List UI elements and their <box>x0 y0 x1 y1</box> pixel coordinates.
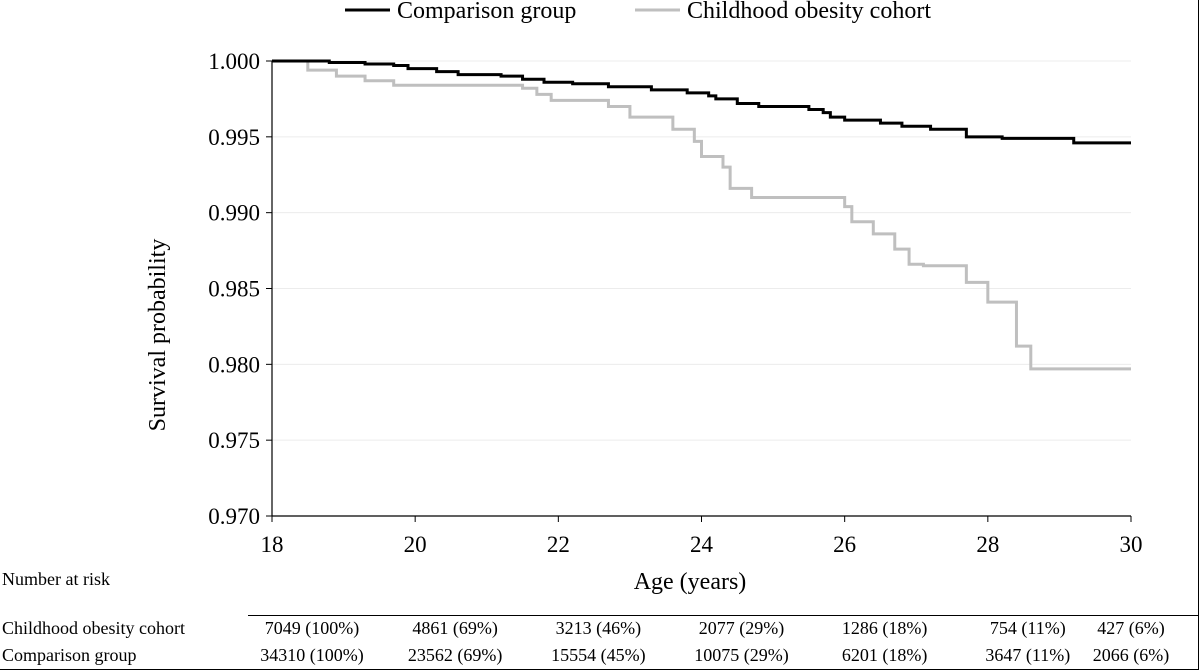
risk-cell: 23562 (69%) <box>407 645 503 665</box>
risk-cell: 427 (6%) <box>1097 618 1165 638</box>
risk-table-divider <box>248 615 1198 616</box>
axes: 0.970 0.975 0.980 0.985 0.990 0.995 1.000 18 20 2… <box>208 49 1142 557</box>
x-tick-label: 18 <box>261 532 284 557</box>
risk-cell: 34310 (100%) <box>260 645 364 665</box>
risk-row-label: Comparison group <box>2 645 137 665</box>
risk-row: Childhood obesity cohort 7049 (100%) 4861 … <box>0 618 1200 640</box>
x-tick-label: 20 <box>404 532 427 557</box>
risk-row-label: Childhood obesity cohort <box>2 618 185 638</box>
legend-label: Comparison group <box>397 0 576 24</box>
y-tick-label: 0.975 <box>208 428 260 453</box>
x-tick-label: 30 <box>1120 532 1143 557</box>
legend: Comparison group Childhood obesity cohort <box>345 0 931 24</box>
risk-row: Comparison group 34310 (100%) 23562 (69%) 1… <box>0 645 1200 667</box>
risk-cell: 3647 (11%) <box>985 645 1071 665</box>
y-tick-label: 1.000 <box>208 49 260 74</box>
risk-cell: 3213 (46%) <box>555 618 642 638</box>
x-tick-label: 22 <box>547 532 570 557</box>
y-tick-label: 0.985 <box>208 277 260 302</box>
y-tick-label: 0.980 <box>208 352 260 377</box>
risk-cell: 2066 (6%) <box>1092 645 1170 665</box>
y-tick-label: 0.990 <box>208 201 260 226</box>
risk-cell: 6201 (18%) <box>841 645 928 665</box>
legend-label: Childhood obesity cohort <box>687 0 931 24</box>
risk-cell: 7049 (100%) <box>264 618 360 638</box>
risk-cell: 754 (11%) <box>989 618 1066 638</box>
x-tick-label: 26 <box>833 532 856 557</box>
grid-lines <box>272 60 1131 441</box>
risk-table-title: Number at risk <box>2 569 110 589</box>
risk-cell: 10075 (29%) <box>694 645 789 665</box>
y-axis-label: Survival probability <box>145 239 171 432</box>
risk-cell: 2077 (29%) <box>698 618 785 638</box>
risk-cell: 15554 (45%) <box>551 645 646 665</box>
series-lines <box>272 59 1131 371</box>
series-line-childhood-obesity-cohort <box>272 59 1131 371</box>
y-tick-label: 0.970 <box>208 504 260 529</box>
x-axis-label: Age (years) <box>634 569 747 595</box>
x-tick-label: 24 <box>690 532 714 557</box>
series-line-comparison-group <box>272 59 1131 145</box>
y-tick-label: 0.995 <box>208 125 260 150</box>
risk-cell: 1286 (18%) <box>841 618 928 638</box>
risk-cell: 4861 (69%) <box>412 618 498 638</box>
x-tick-label: 28 <box>976 532 999 557</box>
